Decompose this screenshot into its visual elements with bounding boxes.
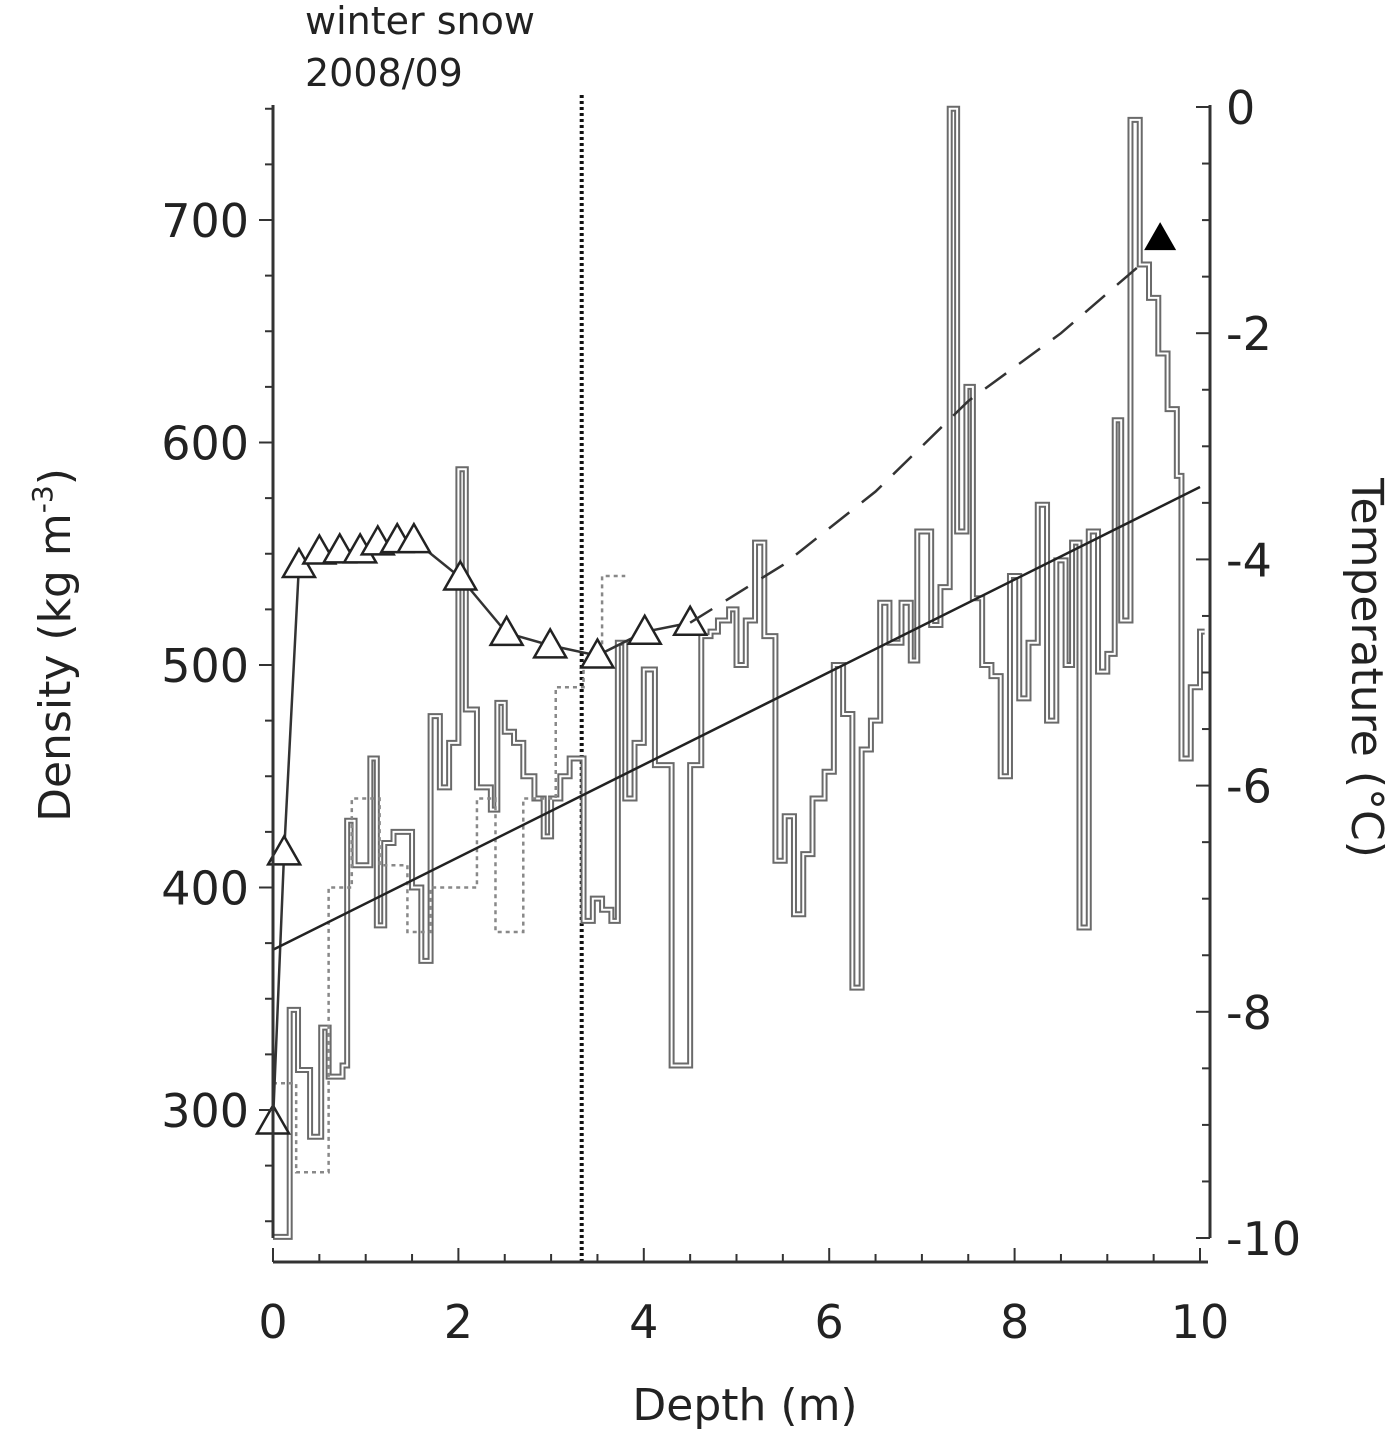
x-tick-label: 4	[629, 1295, 658, 1349]
temperature-open-triangle-marker	[395, 521, 433, 554]
temperature-open-triangle-marker	[442, 558, 479, 591]
right-tick-label: -10	[1226, 1212, 1301, 1266]
temperature-open-triangle-marker	[671, 604, 709, 636]
temperature-open-triangle-marker	[532, 626, 569, 659]
density-step-inner	[273, 107, 1205, 1238]
temperature-line	[271, 538, 691, 1122]
annotation-line-2: 2008/09	[305, 51, 463, 95]
axis-layer: 300 400 500 600 700 0 -2 -4 -6 -8 -10 0 2 4 6 8 10	[161, 81, 1301, 1349]
temperature-dashed-line	[689, 264, 1141, 624]
temperature-open-triangle-marker	[626, 613, 663, 646]
left-tick-label: 400	[161, 862, 249, 916]
right-tick-label: -8	[1226, 986, 1272, 1040]
temperature-open-triangle-marker	[579, 637, 616, 669]
right-tick-label: -6	[1226, 760, 1272, 814]
left-tick-label: 700	[161, 194, 249, 248]
annotation-line-1: winter snow	[305, 0, 535, 43]
x-axis-title: Depth (m)	[632, 1380, 857, 1431]
temperature-open-triangle-marker	[265, 833, 303, 866]
left-axis-title: Density (kg m-3)	[26, 468, 81, 822]
left-tick-label: 600	[161, 417, 249, 471]
density-step-outline	[273, 105, 1205, 1240]
left-axis-title-close: )	[30, 468, 81, 485]
right-tick-label: -2	[1226, 307, 1272, 361]
density-dotted-step	[273, 574, 626, 1174]
left-tick-label: 300	[161, 1084, 249, 1138]
temperature-filled-triangle-marker	[1144, 222, 1177, 251]
x-tick-label: 2	[444, 1295, 473, 1349]
x-tick-label: 10	[1171, 1295, 1230, 1349]
right-axis-title: Temperature (°C)	[1341, 477, 1392, 858]
left-axis-title-main: Density (kg m	[30, 513, 81, 822]
right-tick-label: -4	[1226, 533, 1272, 587]
x-tick-label: 0	[258, 1295, 287, 1349]
left-axis-title-sup: -3	[26, 485, 59, 513]
left-tick-label: 500	[161, 639, 249, 693]
plot-layer	[254, 95, 1205, 1262]
right-tick-label: 0	[1226, 81, 1255, 135]
x-tick-label: 6	[815, 1295, 844, 1349]
x-tick-label: 8	[1000, 1295, 1029, 1349]
temperature-open-triangle-marker	[488, 614, 525, 647]
density-fit-line	[272, 485, 1201, 951]
